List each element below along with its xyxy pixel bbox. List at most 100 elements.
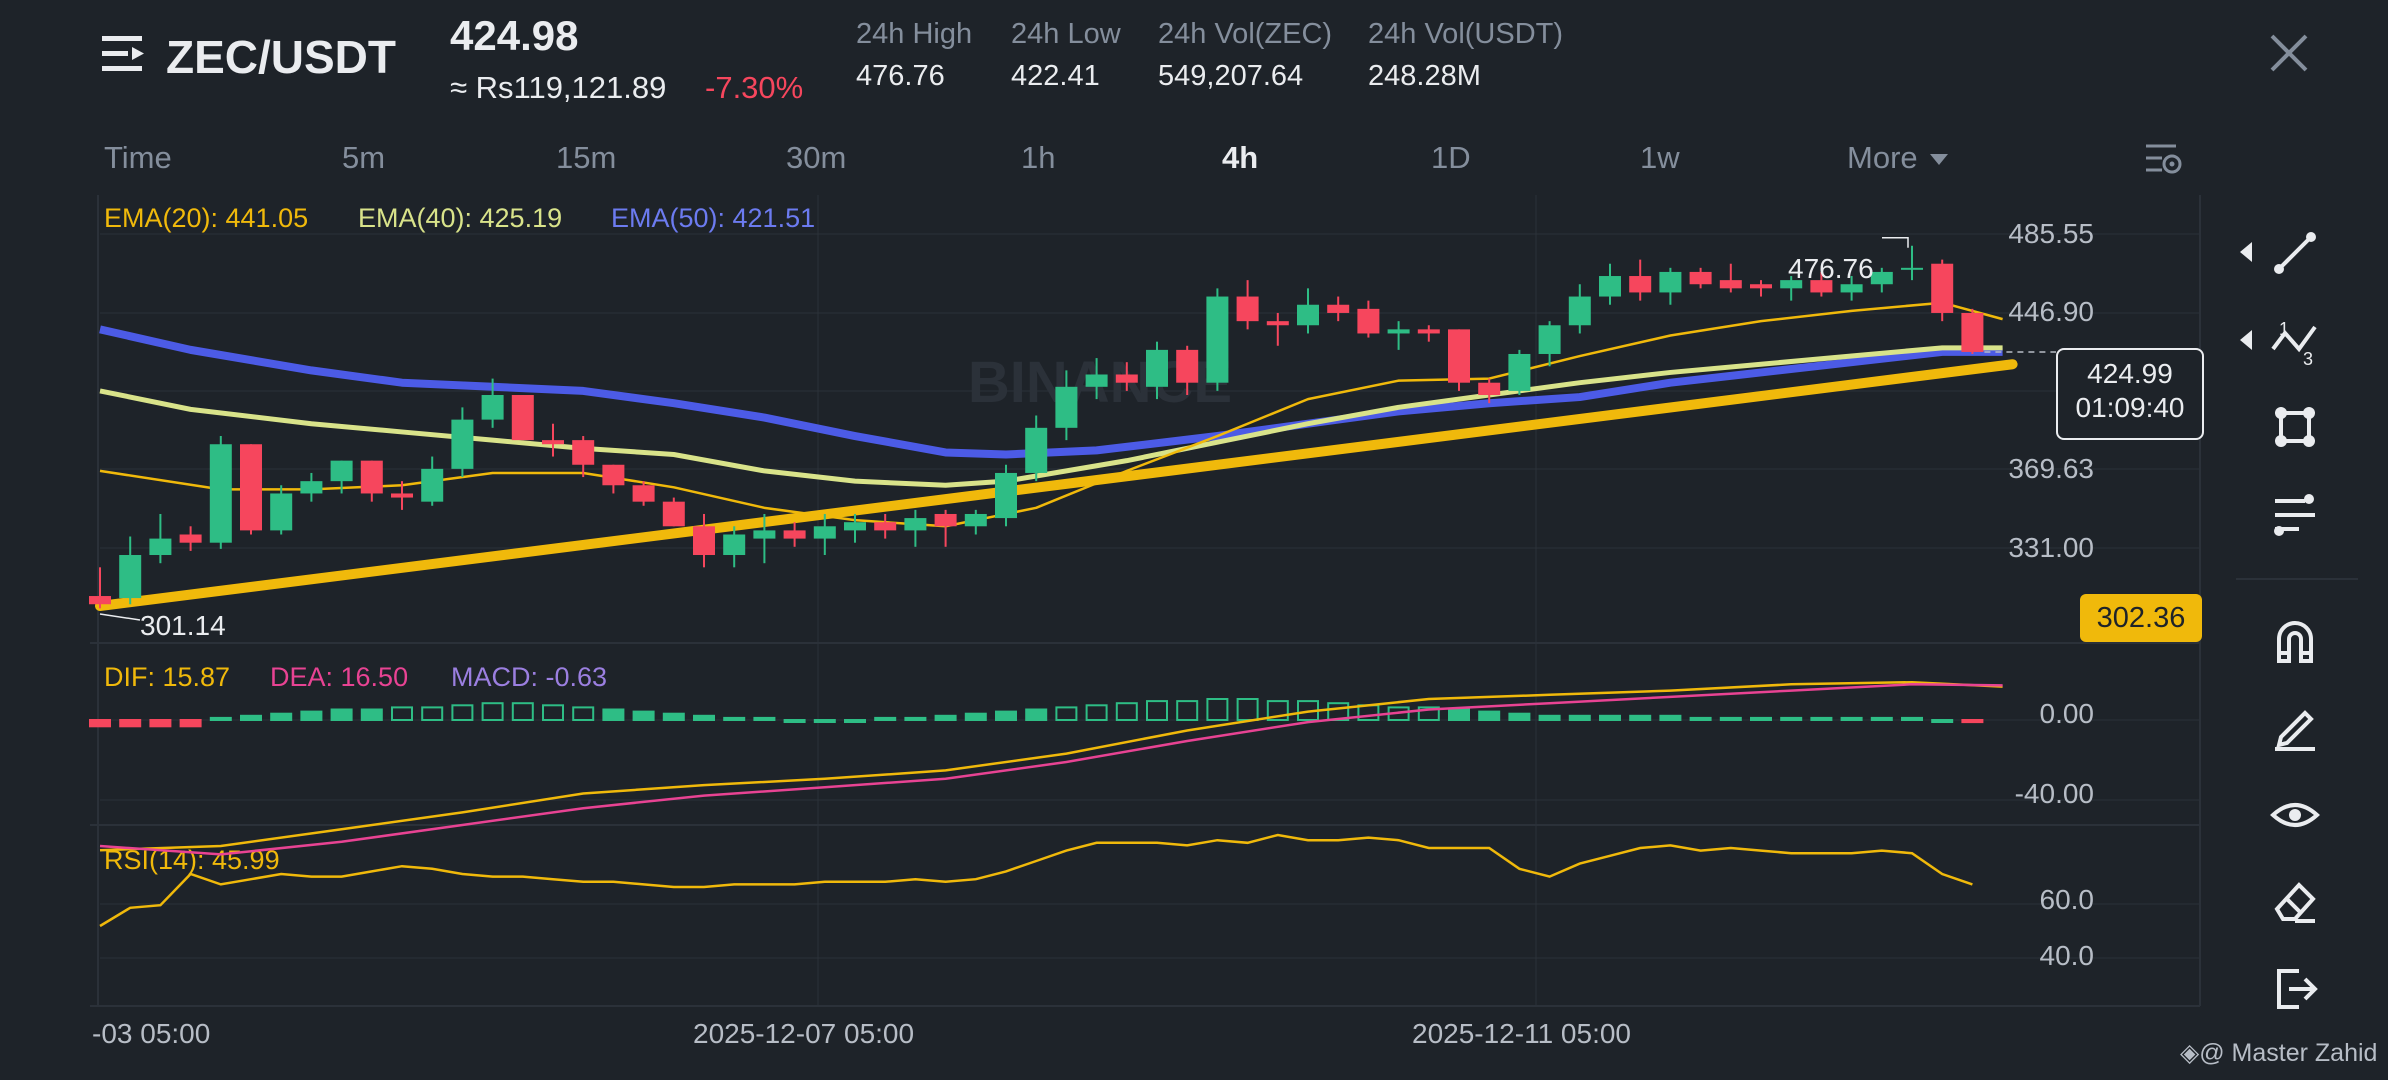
candle-up (1387, 329, 1410, 334)
candle-down (1478, 382, 1501, 396)
exit-icon[interactable] (2262, 956, 2328, 1022)
price-change: -7.30% (705, 70, 804, 105)
macd-bar (1780, 716, 1803, 722)
candle-up (1840, 284, 1863, 293)
chart-settings-icon[interactable] (2142, 138, 2184, 188)
legend-dea: DEA: 16.50 (270, 662, 409, 692)
macd-bar (572, 706, 595, 722)
svg-text:1: 1 (2279, 319, 2289, 339)
trendline-price-badge: 302.36 (2080, 594, 2202, 642)
candle-down (1961, 312, 1984, 352)
macd-bar (209, 716, 232, 722)
macd-bar (1689, 716, 1712, 722)
stat-value-vol-usdt: 248.28M (1368, 60, 1481, 92)
macd-bar (179, 719, 202, 728)
candle-down (1810, 280, 1833, 293)
tab-4h[interactable]: 4h (1222, 140, 1259, 175)
eraser-icon[interactable] (2262, 868, 2328, 934)
macd-bar (481, 702, 504, 722)
macd-bar (1206, 698, 1229, 721)
macd-bar (783, 719, 806, 723)
tab-15m[interactable]: 15m (556, 140, 617, 175)
ema40-line (99, 345, 2003, 488)
macd-bar (995, 710, 1017, 721)
candle-down (1327, 304, 1350, 313)
candle-up (1870, 271, 1893, 285)
tab-1w[interactable]: 1w (1640, 140, 1680, 175)
eye-icon[interactable] (2262, 782, 2328, 848)
brush-icon[interactable] (2262, 694, 2328, 760)
macd-tick: 0.00 (2039, 698, 2095, 729)
macd-bar (360, 708, 383, 721)
candle-up (844, 522, 866, 531)
macd-bar (1719, 716, 1742, 722)
candle-up (481, 395, 504, 420)
candle-up (300, 481, 323, 494)
toolbar-divider (2236, 578, 2358, 580)
close-icon[interactable] (2266, 30, 2312, 76)
macd-bar (89, 719, 111, 728)
tab-time[interactable]: Time (104, 140, 172, 175)
macd-bar (1810, 716, 1833, 722)
candle-down (602, 464, 625, 486)
chevron-down-icon (1930, 154, 1949, 166)
legend-dif: DIF: 15.87 (104, 662, 231, 692)
tab-30m[interactable]: 30m (786, 140, 847, 175)
candle-down (240, 444, 262, 531)
fib-tool-icon[interactable] (2262, 482, 2328, 548)
macd-bar (119, 719, 142, 728)
tab-5m[interactable]: 5m (342, 140, 386, 175)
tab-more[interactable]: More (1847, 140, 1949, 176)
trend-line (95, 359, 2018, 611)
candle-down (934, 513, 957, 527)
shape-tool-icon[interactable] (2262, 394, 2328, 460)
candle-up (1297, 304, 1319, 326)
fiat-price: ≈ Rs119,121.89 (450, 70, 667, 105)
candle-down (1236, 296, 1259, 322)
macd-bar (511, 702, 534, 722)
magnet-icon[interactable] (2262, 608, 2328, 674)
expand-arrow-icon[interactable] (2238, 242, 2254, 262)
credit-watermark: ◈@ Master Zahid (2180, 1038, 2377, 1068)
macd-bar (753, 716, 776, 722)
macd-bar (904, 716, 927, 722)
candle-down (1357, 308, 1380, 334)
candle-down (360, 460, 383, 494)
tab-1d[interactable]: 1D (1431, 140, 1471, 175)
menu-icon[interactable] (100, 30, 148, 78)
rsi-tick: 60.0 (2039, 884, 2095, 915)
candle-up (1599, 276, 1621, 297)
macd-bar (1357, 704, 1380, 721)
tab-1h[interactable]: 1h (1021, 140, 1056, 175)
macd-bar (1025, 708, 1048, 721)
macd-bar (1478, 710, 1501, 721)
macd-bar (1508, 712, 1531, 722)
candle-down (572, 440, 595, 465)
candle-up (1901, 267, 1923, 270)
last-price: 424.98 (450, 12, 579, 59)
macd-bar (662, 712, 685, 722)
macd-bar (602, 708, 625, 721)
candle-down (783, 530, 806, 539)
macd-bar (964, 712, 987, 722)
macd-bar (1901, 716, 1923, 722)
trend-line-tool-icon[interactable] (2262, 220, 2328, 286)
expand-arrow-icon[interactable] (2238, 330, 2254, 350)
macd-bar (1538, 714, 1561, 721)
macd-bar (149, 719, 172, 728)
last-price-label: 424.99 (2087, 358, 2173, 389)
candle-down (1417, 329, 1440, 334)
timeframe-tabs: Time 5m 15m 30m 1h 4h 1D 1w More (0, 140, 2200, 180)
svg-text:3: 3 (2303, 349, 2313, 367)
candle-up (813, 526, 836, 539)
candle-down (1689, 271, 1712, 285)
low-marker-line (99, 613, 141, 621)
macd-bar (1417, 706, 1440, 722)
macd-bar (1568, 714, 1591, 721)
macd-bar (723, 716, 746, 722)
candle-up (1085, 374, 1108, 387)
trading-pair[interactable]: ZEC/USDT (166, 31, 396, 83)
candle-up (995, 472, 1017, 519)
